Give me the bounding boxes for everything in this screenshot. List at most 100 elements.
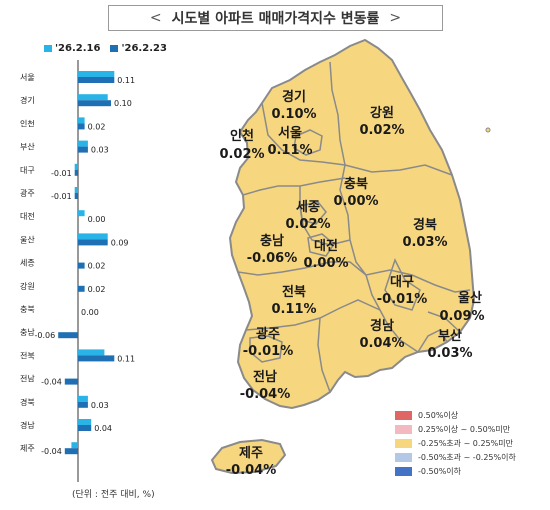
map-legend: 0.50%이상 0.25%이상 ~ 0.50%미만 -0.25%초과 ~ 0.2…: [395, 408, 516, 478]
data-label: 0.03: [91, 146, 109, 155]
region-name: 서울: [278, 125, 302, 141]
region-name: 전남: [253, 369, 277, 385]
region-gyeongbuk: 경북 0.03%: [402, 217, 447, 250]
region-value: 0.02%: [285, 217, 330, 232]
chart-legend: '26.2.16 '26.2.23: [44, 43, 177, 54]
category-label: 전북: [20, 350, 35, 360]
region-daejeon: 대전 0.00%: [303, 238, 348, 271]
region-jeonnam: 전남 -0.04%: [240, 369, 291, 402]
legend-entry-series-1: '26.2.16: [44, 43, 100, 54]
island-ulleung: [485, 127, 491, 133]
legend-label-series-1: '26.2.16: [55, 43, 101, 54]
bar-series-2: [78, 77, 115, 83]
bar-series-1: [78, 349, 105, 356]
region-incheon: 인천 0.02%: [219, 128, 264, 162]
category-label: 세종: [20, 259, 35, 268]
bar-series-1: [78, 419, 92, 425]
region-gwangju: 광주 -0.01%: [243, 327, 294, 359]
region-value: 0.09%: [439, 309, 484, 324]
bar-series-1: [74, 187, 78, 193]
region-name: 강원: [370, 105, 394, 121]
region-value: 0.11%: [267, 143, 312, 158]
map-legend-label: -0.50%초과 ~ -0.25%이하: [418, 452, 516, 462]
category-label: 부산: [20, 142, 35, 152]
category-label: 경남: [20, 420, 35, 430]
region-value: 0.00%: [333, 194, 378, 209]
region-gangwon: 강원 0.02%: [359, 105, 404, 138]
map-legend-row: 0.25%이상 ~ 0.50%미만: [395, 422, 516, 436]
category-label: 광주: [20, 188, 35, 198]
bar-series-1: [71, 442, 78, 449]
bar-series-1: [74, 163, 78, 170]
data-label: 0.02: [88, 285, 106, 294]
data-label: 0.02: [88, 262, 106, 271]
bar-series-1: [78, 210, 85, 217]
map-legend-swatch: [395, 452, 412, 462]
data-label: -0.04: [41, 447, 62, 456]
region-value: 0.03%: [402, 235, 447, 250]
region-name: 전북: [282, 284, 306, 300]
region-name: 제주: [239, 446, 263, 461]
bar-series-1: [78, 140, 88, 147]
map-legend-label: 0.25%이상 ~ 0.50%미만: [418, 424, 511, 434]
category-label: 경기: [20, 95, 35, 105]
bar-series-1: [78, 117, 85, 124]
data-label: 0.00: [81, 308, 99, 317]
map-legend-swatch: [395, 466, 412, 476]
bar-chart: 서울 0.11 경기 0.10 인천 0.02 부산 0.03 대구 -0.01 광주 -0.01 대전…: [20, 60, 135, 482]
region-sejong: 세종 0.02%: [285, 200, 330, 232]
bar-series-1: [78, 94, 108, 101]
data-label: 0.10: [114, 99, 132, 108]
region-chungnam: 충남 -0.06%: [247, 233, 298, 266]
map-legend-row: 0.50%이상: [395, 408, 516, 422]
bar-series-2: [78, 425, 92, 431]
bar-series-2: [78, 401, 88, 408]
bar-series-2: [78, 100, 111, 107]
map-legend-label: 0.50%이상: [418, 410, 459, 420]
map-legend-swatch: [395, 410, 412, 420]
data-label: 0.09: [111, 238, 129, 247]
data-label: -0.01: [51, 169, 72, 178]
map-legend-row: -0.50%초과 ~ -0.25%이하: [395, 450, 516, 464]
category-label: 경북: [20, 397, 35, 407]
region-name: 광주: [256, 327, 280, 342]
category-label: 대구: [20, 166, 35, 175]
data-label: 0.04: [94, 424, 112, 433]
chevron-right-icon: >: [389, 10, 402, 26]
region-value: -0.01%: [243, 344, 294, 359]
region-value: 0.04%: [359, 336, 404, 351]
region-name: 대전: [314, 238, 338, 254]
island-jeju: [210, 438, 287, 475]
data-label: 0.11: [117, 76, 135, 85]
category-label: 충남: [20, 328, 35, 337]
region-value: 0.11%: [271, 302, 316, 317]
region-value: 0.02%: [359, 123, 404, 138]
bar-series-2: [74, 169, 78, 176]
legend-swatch-series-2: [110, 45, 119, 52]
bar-series-2: [78, 262, 85, 269]
chevron-left-icon: <: [149, 10, 162, 26]
region-value: -0.04%: [240, 387, 291, 402]
bar-series-2: [78, 123, 85, 130]
region-name: 경기: [282, 89, 306, 105]
data-label: 0.11: [117, 354, 135, 363]
region-name: 충남: [260, 233, 284, 249]
map-legend-label: -0.25%초과 ~ 0.25%미만: [418, 438, 513, 448]
region-value: 0.03%: [427, 346, 472, 361]
mainland-outline: [228, 38, 476, 410]
bar-series-2: [78, 355, 115, 362]
category-label: 충북: [20, 305, 35, 314]
region-value: -0.01%: [377, 292, 428, 307]
region-name: 대구: [390, 275, 414, 290]
legend-label-series-2: '26.2.23: [121, 43, 167, 54]
category-label: 인천: [20, 118, 35, 128]
legend-swatch-series-1: [44, 45, 52, 52]
region-ulsan: 울산 0.09%: [439, 290, 484, 324]
category-label: 전남: [20, 374, 35, 384]
region-value: -0.06%: [247, 251, 298, 266]
bar-series-1: [78, 395, 88, 402]
category-label: 대전: [20, 211, 35, 221]
bar-series-2: [64, 448, 78, 455]
bar-series-1: [78, 233, 108, 240]
